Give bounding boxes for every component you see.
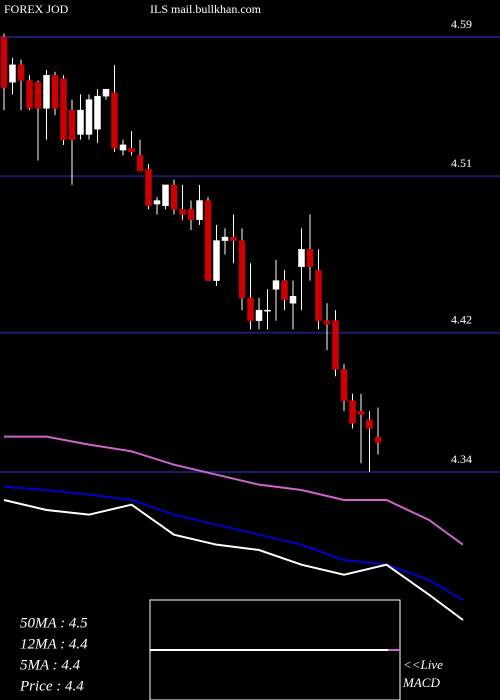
candle-body [34, 81, 42, 109]
candle-body [323, 320, 331, 325]
chart-subtitle: ILS mail.bullkhan.com [150, 2, 262, 16]
candle-body [111, 92, 118, 149]
ma-line [4, 435, 464, 546]
candle-body [102, 88, 110, 97]
candle-body [349, 400, 356, 424]
y-tick-label: 4.59 [451, 17, 472, 31]
candle-body [179, 209, 186, 215]
candle-body [119, 144, 127, 151]
ma-line [3, 485, 464, 601]
candle-body [68, 109, 76, 140]
y-tick-label: 4.51 [451, 156, 472, 170]
candle-body [332, 320, 339, 370]
candle-body [357, 410, 365, 415]
candle-body [374, 436, 382, 443]
candle-body [60, 78, 67, 140]
candle-body [196, 200, 203, 220]
candle-body [221, 236, 229, 241]
candle-body [315, 269, 322, 321]
candle-body [153, 200, 161, 205]
chart-title: FOREX JOD [4, 2, 69, 16]
candle-body [43, 75, 50, 109]
ma-line [3, 499, 464, 621]
info-line: 12MA : 4.4 [20, 636, 88, 652]
candle-body [238, 240, 246, 299]
info-line: 5MA : 4.4 [20, 657, 81, 673]
candle-body [51, 75, 59, 109]
info-line: Price : 4.4 [19, 678, 84, 694]
candle-body [289, 296, 297, 304]
candle-body [213, 240, 220, 281]
candle-body [281, 280, 288, 300]
candle-body [204, 200, 212, 281]
candle-body [255, 309, 263, 321]
macd-label: <<Live [403, 657, 443, 672]
candle-body [136, 155, 144, 172]
candle-body [230, 236, 237, 241]
macd-label: MACD [402, 675, 440, 690]
candle-body [170, 184, 178, 210]
candle-body [162, 184, 169, 207]
candle-body [187, 209, 195, 220]
candle-body [128, 148, 135, 153]
candle-body [85, 99, 93, 135]
candle-body [298, 249, 305, 267]
candle-body [94, 95, 101, 130]
candle-body [264, 309, 271, 312]
candle-body [272, 280, 280, 290]
candle-body [77, 109, 84, 135]
y-tick-label: 4.34 [451, 452, 472, 466]
candle-body [366, 419, 373, 429]
info-line: 50MA : 4.5 [20, 615, 88, 631]
candle-body [9, 64, 16, 83]
candle-body [26, 80, 33, 109]
candle-body [306, 249, 314, 267]
y-tick-label: 4.42 [451, 313, 472, 327]
candle-body [247, 297, 254, 321]
candle-body [0, 36, 8, 88]
candle-body [340, 369, 348, 401]
candle-body [17, 64, 25, 81]
candle-body [145, 168, 152, 207]
